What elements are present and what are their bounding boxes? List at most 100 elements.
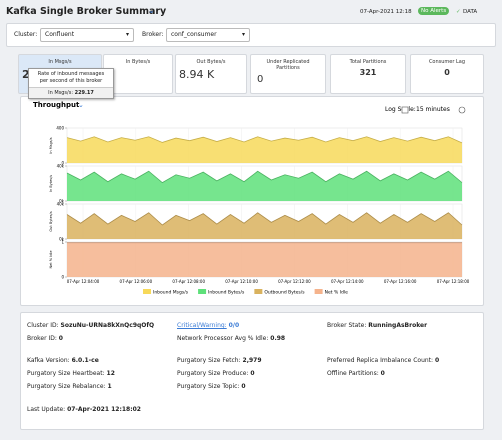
log-scale-checkbox[interactable] [401,106,409,114]
info-item: Last Update: 07-Apr-2021 12:18:02 [27,406,141,413]
kpi-value: 2 [22,68,30,81]
info-value: 0 [434,357,440,364]
time-range[interactable]: 15 minutes [416,106,450,113]
info-label[interactable]: Critical/Warning: [177,322,227,329]
info-label: Network Processor Avg % Idle: [177,335,269,342]
info-item: Broker ID: 0 [27,335,63,342]
alert-badge[interactable]: No Alerts [418,7,450,15]
kpi-card[interactable]: Under Replicated Partitions 0 [250,54,326,94]
broker-select[interactable]: conf_consumer ▾ [166,28,250,42]
area-line [66,212,463,226]
y-tick-label: 40k [57,202,65,207]
info-item: Kafka Version: 6.0.1-ce [27,357,99,364]
info-item: Purgatory Size Heartbeat: 12 [27,370,115,377]
x-tick-label: 07-Apr 12:16:00 [384,279,417,284]
info-item: Broker State: RunningAsBroker [327,322,427,329]
info-value: 0.98 [270,335,286,342]
log-scale-label: Log Scale: [385,106,416,113]
title-dropdown[interactable]: ⌄ [148,6,155,15]
info-value: SozuNu-URNa8kXnQc9qOfQ [60,322,155,329]
info-label: Purgatory Size Produce: [177,370,249,377]
info-label: Last Update: [27,406,66,413]
y-axis-label: Net % Idle [49,250,53,268]
area-line [66,136,463,144]
info-value: 2,979 [242,357,262,364]
info-item: Purgatory Size Produce: 0 [177,370,255,377]
info-value: 1 [107,383,112,390]
chart: Throughput ⌄ Log Scale: 15 minutes In Ms… [33,101,470,296]
info-item: Purgatory Size Fetch: 2,979 [177,357,262,364]
info-label: Purgatory Size Heartbeat: [27,370,105,377]
x-tick-label: 07-Apr 12:12:00 [278,279,311,284]
kpi-card[interactable]: Out Bytes/s 8.94 K [175,54,247,94]
info-item: Purgatory Size Topic: 0 [177,383,246,390]
cluster-value: Confluent [45,31,75,38]
info-value: 6.0.1-ce [71,357,99,364]
info-item: Preferred Replica Imbalance Count: 0 [327,357,439,364]
info-item: Offline Partitions: 0 [327,370,385,377]
kpi-label: Consumer Lag [428,59,466,65]
panel-title: Throughput [33,101,80,109]
info-label: Kafka Version: [27,357,70,364]
kpi-label: Under Replicated Partitions [266,59,310,71]
x-tick-label: 07-Apr 12:14:00 [331,279,364,284]
info-value: 07-Apr-2021 12:18:02 [67,406,141,413]
clock-icon[interactable] [458,106,466,114]
info-item: Critical/Warning: 0/0 [177,322,239,329]
info-label: Preferred Replica Imbalance Count: [327,357,434,364]
broker-label: Broker: [142,31,164,38]
area-line [66,170,463,184]
kpi-value: 8.94 K [179,68,215,81]
kpi-label: Out Bytes/s [196,59,226,65]
area [67,136,462,163]
info-label: Purgatory Size Rebalance: [27,383,106,390]
legend-swatch [198,289,207,294]
info-value: 0 [380,370,385,377]
tooltip: Rate of inbound messages per second of t… [28,68,114,99]
tooltip-text: Rate of inbound messages per second of t… [37,71,105,84]
info-value: 0 [241,383,246,390]
kpi-card[interactable]: Total Partitions 321 [330,54,406,94]
tooltip-value: 229.17 [74,90,94,96]
cluster-label: Cluster: [14,31,38,38]
info-label: Broker State: [327,322,367,329]
y-tick-label: 0k [59,237,65,242]
info-label: Purgatory Size Topic: [177,383,240,390]
kpi-card[interactable]: Consumer Lag 0 [410,54,484,94]
x-tick-label: 07-Apr 12:10:00 [225,279,258,284]
area [67,212,462,239]
legend-label: Inbound Bytes/s [208,290,245,296]
legend-label: Inbound Msgs/s [153,290,189,296]
legend-swatch [143,289,151,294]
header-date: 07-Apr-2021 12:18 [360,9,412,15]
page-title: Kafka Single Broker Summary [6,6,167,17]
cluster-select[interactable]: Confluent ▾ [40,28,134,42]
select-arrow: ▾ [241,31,245,38]
y-tick-label: 400 [56,126,64,131]
kpi-label: In Msgs/s [48,59,72,65]
legend-swatch [314,289,323,294]
kpi-card[interactable]: In Bytes/s [103,54,173,94]
info-label: Offline Partitions: [327,370,379,377]
info-item: Network Processor Avg % Idle: 0.98 [177,335,285,342]
y-axis-label: In Msgs/s [49,137,53,153]
data-check: ✓ [456,9,461,15]
kpi-value: 0 [257,74,264,85]
data-label: DATA [463,9,478,15]
info-value: 0 [58,335,63,342]
x-tick-label: 07-Apr 12:18:00 [437,279,470,284]
info-label: Broker ID: [27,335,57,342]
panel-dropdown[interactable]: ⌄ [78,101,84,109]
area [67,171,462,201]
y-tick-label: 0k [59,199,65,204]
info-item: Purgatory Size Rebalance: 1 [27,383,112,390]
info-value: 0 [250,370,255,377]
y-tick-label: 1 [61,240,64,245]
legend-label: Outbound Bytes/s [264,290,305,296]
info-panel [20,312,484,430]
tooltip-label: In Msgs/s: [48,90,73,96]
info-label: Purgatory Size Fetch: [177,357,241,364]
x-tick-label: 07-Apr 12:06:00 [120,279,153,284]
x-tick-label: 07-Apr 12:04:00 [67,279,100,284]
